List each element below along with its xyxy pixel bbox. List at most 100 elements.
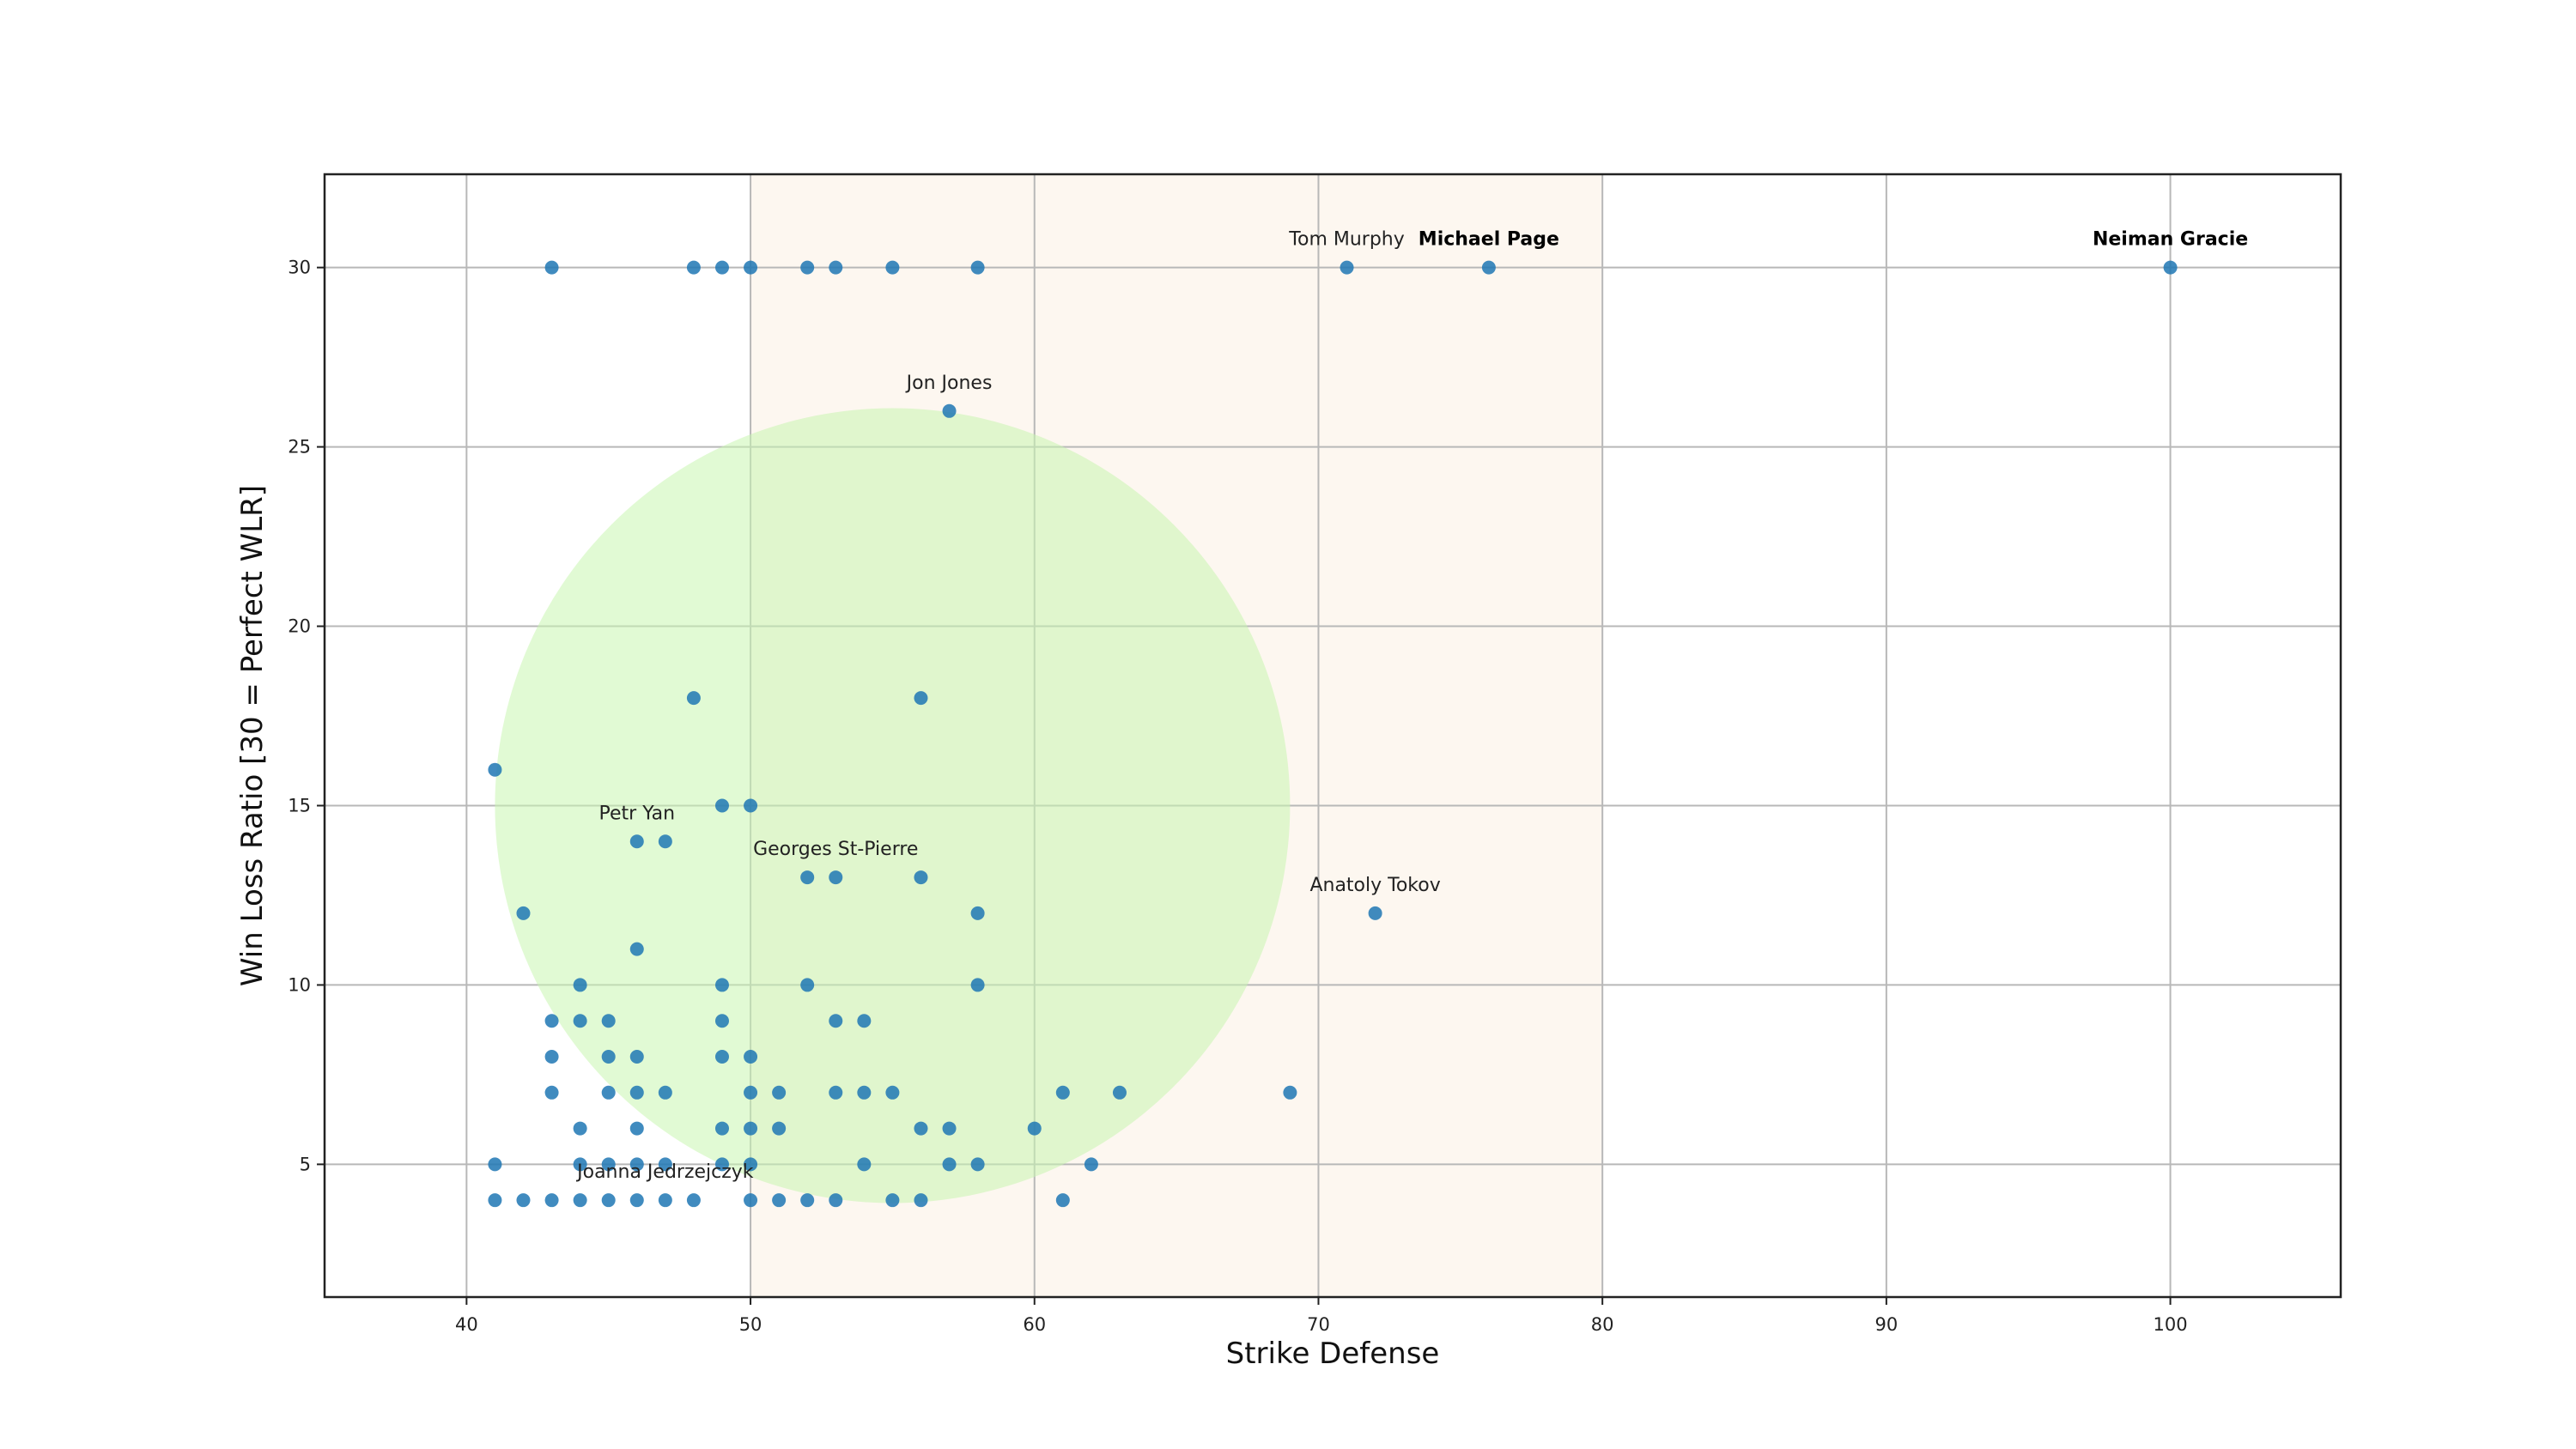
scatter-point: [714, 798, 729, 813]
scatter-point: [829, 1014, 843, 1028]
scatter-point: [629, 1157, 644, 1172]
scatter-point: [601, 1085, 616, 1100]
point-annotation: Joanna Jedrzejczyk: [575, 1161, 754, 1183]
scatter-point: [829, 1085, 843, 1100]
scatter-point: [544, 1193, 559, 1208]
scatter-point: [744, 260, 758, 275]
scatter-point: [573, 1157, 587, 1172]
point-annotation: Jon Jones: [905, 373, 993, 394]
x-tick-label: 50: [739, 1314, 762, 1335]
scatter-point: [1027, 1121, 1042, 1136]
scatter-point: [601, 1014, 616, 1028]
scatter-point: [800, 978, 815, 992]
y-tick-label: 15: [288, 795, 311, 815]
x-tick-label: 90: [1875, 1314, 1899, 1335]
scatter-point: [714, 1157, 729, 1172]
scatter-point: [1283, 1085, 1297, 1100]
x-tick-label: 40: [455, 1314, 478, 1335]
scatter-point: [772, 1085, 787, 1100]
scatter-point: [629, 1085, 644, 1100]
scatter-point: [544, 1085, 559, 1100]
scatter-point: [857, 1085, 872, 1100]
point-annotation: Neiman Gracie: [2093, 229, 2248, 251]
scatter-point: [857, 1014, 872, 1028]
scatter-point: [686, 691, 701, 706]
scatter-point: [942, 1157, 957, 1172]
point-annotation: Georges St-Pierre: [753, 839, 918, 860]
scatter-point: [829, 1193, 843, 1208]
scatter-point: [714, 1050, 729, 1064]
highlight-circle: [495, 408, 1291, 1203]
scatter-point: [488, 1157, 502, 1172]
scatter-point: [744, 798, 758, 813]
scatter-point: [914, 691, 928, 706]
scatter-point: [885, 1193, 900, 1208]
scatter-point: [772, 1121, 787, 1136]
scatter-point: [658, 1157, 672, 1172]
scatter-point: [744, 1085, 758, 1100]
x-tick-label: 80: [1591, 1314, 1614, 1335]
scatter-point: [573, 1193, 587, 1208]
y-tick-label: 10: [288, 974, 311, 995]
scatter-point: [516, 1193, 531, 1208]
scatter-point: [629, 1050, 644, 1064]
scatter-point: [573, 1121, 587, 1136]
scatter-point: [829, 260, 843, 275]
y-axis-ticks: 5 10 15 20 25 30: [288, 258, 325, 1174]
scatter-point: [914, 870, 928, 885]
scatter-point: [488, 1193, 502, 1208]
point-annotations: Tom Murphy Michael Page Neiman Gracie Jon J…: [575, 229, 2248, 1184]
scatter-point: [629, 942, 644, 956]
scatter-point: [857, 1157, 872, 1172]
scatter-point: [800, 260, 815, 275]
scatter-point: [686, 1193, 701, 1208]
x-tick-label: 100: [2154, 1314, 2188, 1335]
scatter-point: [1112, 1085, 1127, 1100]
scatter-point: [1340, 260, 1354, 275]
scatter-point: [942, 403, 957, 418]
scatter-point: [744, 1157, 758, 1172]
scatter-point: [970, 1157, 985, 1172]
scatter-point: [744, 1193, 758, 1208]
scatter-point: [1055, 1193, 1070, 1208]
x-tick-label: 60: [1023, 1314, 1046, 1335]
scatter-point: [488, 762, 502, 777]
point-annotation: Anatoly Tokov: [1309, 875, 1440, 896]
scatter-point: [2163, 260, 2178, 275]
scatter-point: [714, 1121, 729, 1136]
scatter-point: [714, 1014, 729, 1028]
scatter-point: [744, 1050, 758, 1064]
scatter-point: [942, 1121, 957, 1136]
scatter-point: [970, 906, 985, 920]
scatter-point: [914, 1121, 928, 1136]
x-axis-label: Strike Defense: [1226, 1337, 1440, 1371]
scatter-point: [970, 260, 985, 275]
scatter-point: [800, 1193, 815, 1208]
scatter-point: [573, 1014, 587, 1028]
scatter-point: [1481, 260, 1496, 275]
scatter-point: [629, 1193, 644, 1208]
scatter-point: [800, 870, 815, 885]
scatter-point: [1055, 1085, 1070, 1100]
scatter-point: [629, 834, 644, 849]
scatter-point: [914, 1193, 928, 1208]
scatter-point: [516, 906, 531, 920]
scatter-point: [573, 978, 587, 992]
scatter-point: [544, 1014, 559, 1028]
point-annotation: Michael Page: [1419, 229, 1559, 251]
x-tick-label: 70: [1307, 1314, 1330, 1335]
scatter-point: [1084, 1157, 1098, 1172]
data-points: [488, 260, 2178, 1208]
y-axis-label: Win Loss Ratio [30 = Perfect WLR]: [235, 485, 270, 986]
scatter-point: [544, 1050, 559, 1064]
point-annotation: Petr Yan: [599, 803, 676, 824]
scatter-point: [686, 260, 701, 275]
y-tick-label: 25: [288, 437, 311, 458]
scatter-point: [714, 978, 729, 992]
scatter-point: [885, 260, 900, 275]
x-axis-ticks: 40 50 60 70 80 90 100: [455, 1297, 2188, 1335]
scatter-point: [601, 1050, 616, 1064]
scatter-point: [658, 1193, 672, 1208]
scatter-point: [714, 260, 729, 275]
